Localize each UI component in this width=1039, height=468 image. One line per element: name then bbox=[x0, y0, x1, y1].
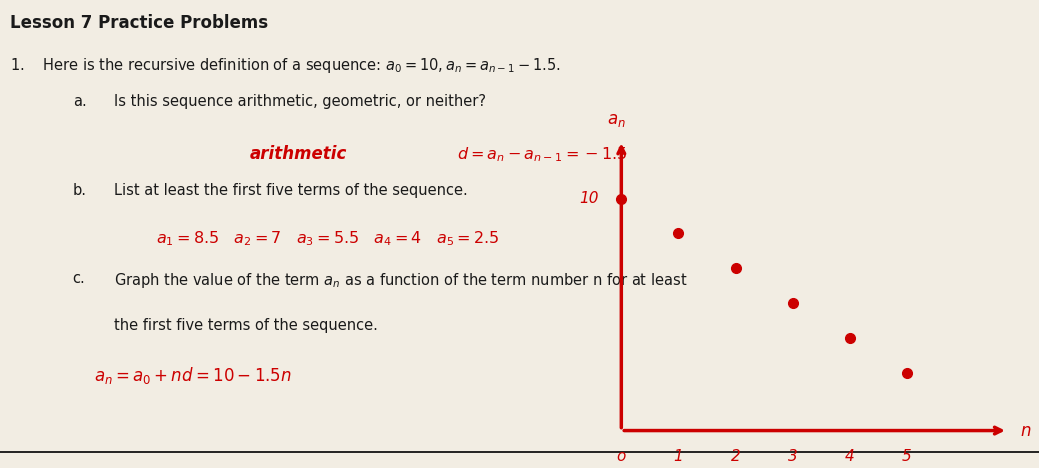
Text: 10: 10 bbox=[579, 191, 598, 206]
Text: 4: 4 bbox=[845, 449, 855, 464]
Text: arithmetic: arithmetic bbox=[249, 145, 347, 163]
Text: o: o bbox=[616, 449, 627, 464]
Text: the first five terms of the sequence.: the first five terms of the sequence. bbox=[114, 318, 378, 333]
Text: 3: 3 bbox=[788, 449, 798, 464]
Text: b.: b. bbox=[73, 183, 86, 197]
Text: $d = a_n - a_{n-1} = -1.5$: $d = a_n - a_{n-1} = -1.5$ bbox=[457, 145, 628, 164]
Text: Graph the value of the term $a_n$ as a function of the term number n for at leas: Graph the value of the term $a_n$ as a f… bbox=[114, 271, 688, 291]
Text: $a_n$: $a_n$ bbox=[607, 111, 625, 129]
Text: Lesson 7 Practice Problems: Lesson 7 Practice Problems bbox=[10, 14, 268, 32]
Text: $a_1 = 8.5$   $a_2 = 7$   $a_3 = 5.5$   $a_4 = 4$   $a_5 = 2.5$: $a_1 = 8.5$ $a_2 = 7$ $a_3 = 5.5$ $a_4 =… bbox=[156, 229, 500, 248]
Text: List at least the first five terms of the sequence.: List at least the first five terms of th… bbox=[114, 183, 468, 197]
Text: 5: 5 bbox=[902, 449, 912, 464]
Text: c.: c. bbox=[73, 271, 85, 286]
Text: Is this sequence arithmetic, geometric, or neither?: Is this sequence arithmetic, geometric, … bbox=[114, 94, 486, 109]
Text: $a_n = a_0 + nd = 10 - 1.5n$: $a_n = a_0 + nd = 10 - 1.5n$ bbox=[94, 365, 291, 386]
Text: 2: 2 bbox=[730, 449, 741, 464]
Text: 1: 1 bbox=[673, 449, 684, 464]
Text: 1.    Here is the recursive definition of a sequence: $a_0 = 10, a_n = a_{n-1} -: 1. Here is the recursive definition of a… bbox=[10, 56, 561, 75]
Text: a.: a. bbox=[73, 94, 86, 109]
Text: n: n bbox=[1020, 422, 1031, 439]
